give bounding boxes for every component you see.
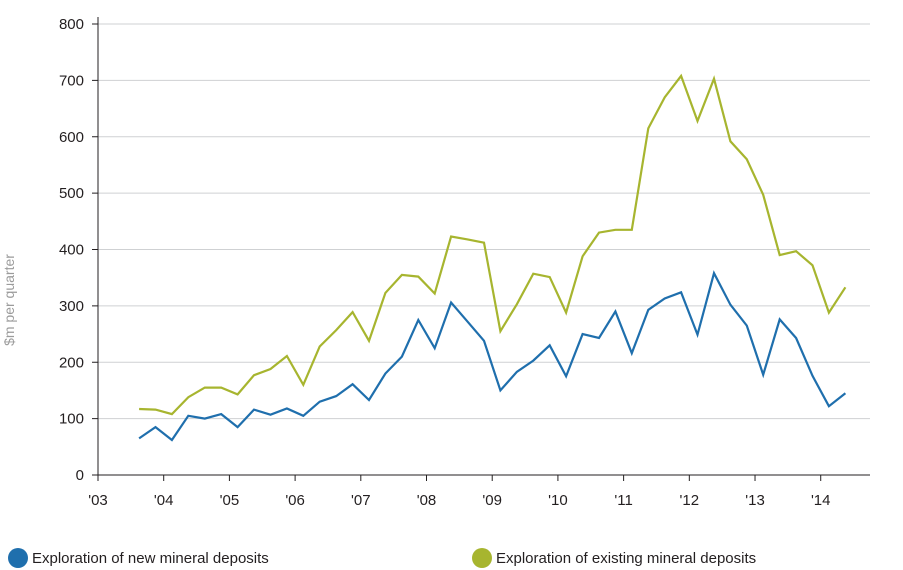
y-tick-label: 100 (59, 411, 84, 428)
y-tick-label: 0 (76, 467, 84, 484)
legend-swatch-new-deposits (8, 548, 28, 568)
legend-label-existing-deposits: Exploration of existing mineral deposits (496, 549, 757, 567)
y-tick-label: 400 (59, 242, 84, 259)
y-tick-label: 800 (59, 16, 84, 33)
y-tick-label: 600 (59, 129, 84, 146)
y-tick-labels: 0 100 200 300 400 500 600 700 800 (59, 16, 98, 484)
x-tick-labels: '03 '04 '05 '06 '07 '08 '09 '10 '11 '12 '13 '14 (88, 475, 831, 509)
y-axis-title: $m per quarter (1, 254, 17, 346)
x-tick-label: '10 (548, 492, 568, 509)
series-line-existing-deposits (139, 73, 847, 416)
series-line-new-deposits (138, 270, 847, 442)
legend-item-existing-deposits: Exploration of existing mineral deposits (472, 547, 756, 569)
x-tick-label: '05 (220, 492, 240, 509)
legend-item-new-deposits: Exploration of new mineral deposits (8, 547, 269, 569)
y-gridlines (98, 23, 870, 476)
y-tick-label: 700 (59, 72, 84, 89)
y-tick-label: 500 (59, 185, 84, 202)
x-tick-label: '12 (680, 492, 700, 509)
x-tick-label: '09 (482, 492, 502, 509)
x-tick-label: '03 (88, 492, 108, 509)
x-tick-label: '08 (417, 492, 437, 509)
x-tick-label: '13 (745, 492, 765, 509)
y-tick-label: 300 (59, 298, 84, 315)
y-tick-label: 200 (59, 354, 84, 371)
series-lines (138, 73, 847, 442)
legend-label-new-deposits: Exploration of new mineral deposits (32, 549, 269, 567)
legend-swatch-existing-deposits (472, 548, 492, 568)
x-tick-label: '06 (285, 492, 305, 509)
x-tick-label: '07 (351, 492, 371, 509)
x-tick-label: '14 (811, 492, 831, 509)
x-tick-label: '04 (154, 492, 174, 509)
x-tick-label: '11 (614, 492, 632, 509)
